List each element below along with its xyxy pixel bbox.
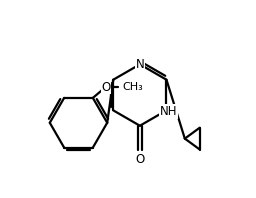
Text: N: N <box>135 58 144 71</box>
Text: CH₃: CH₃ <box>123 82 143 92</box>
Text: O: O <box>135 153 144 167</box>
Text: O: O <box>101 81 110 93</box>
Text: NH: NH <box>160 105 177 118</box>
